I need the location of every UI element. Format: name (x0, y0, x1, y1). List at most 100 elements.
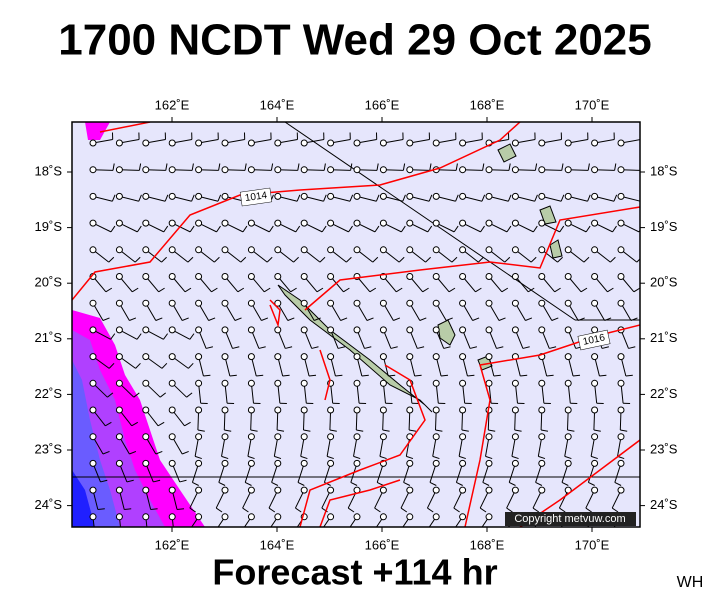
barb-feather (585, 507, 592, 513)
barb-station (617, 433, 625, 441)
barb-station (379, 513, 387, 521)
barb-feather (134, 256, 141, 263)
barb-station (591, 219, 599, 227)
barb-station (406, 353, 414, 361)
barb-station (247, 326, 255, 334)
isobar (99, 122, 151, 133)
barb-feather (189, 507, 196, 513)
map-frame (71, 121, 641, 528)
barb-station (168, 379, 176, 387)
barb-station (379, 433, 387, 441)
barb-feather (205, 346, 214, 349)
barb-feather (610, 533, 615, 538)
barb-station (89, 513, 97, 521)
barb-station (300, 326, 308, 334)
barb-feather (105, 421, 112, 427)
barb-station (168, 246, 176, 254)
barb-station (538, 433, 546, 441)
barb-station (564, 273, 572, 280)
barb-station (274, 406, 282, 414)
barb-station (300, 273, 308, 280)
barb-feather (376, 163, 379, 171)
barb-feather (560, 194, 565, 202)
barb-feather (614, 481, 622, 486)
barb-feather (192, 481, 199, 486)
barb-station (406, 513, 414, 521)
barb-feather (138, 163, 142, 171)
barb-station (353, 246, 361, 254)
barb-station (247, 513, 255, 521)
barb-feather (428, 194, 433, 202)
barb-station (274, 513, 282, 521)
barb-station (353, 219, 361, 227)
barb-station (195, 246, 203, 254)
island (497, 143, 517, 163)
barb-feather (215, 507, 223, 513)
barb-feather (214, 256, 220, 263)
barb-station (564, 299, 572, 307)
barb-feather (337, 346, 346, 349)
barb-feather (611, 507, 619, 513)
barb-station (142, 379, 150, 387)
barb-feather (425, 533, 430, 538)
barb-feather (508, 163, 511, 171)
barb-feather (541, 429, 549, 432)
barb-station (379, 406, 387, 414)
barb-feather (296, 194, 301, 202)
barb-feather (607, 287, 614, 293)
barb-station (564, 192, 572, 200)
barb-feather (295, 225, 301, 233)
barb-feather (588, 481, 595, 486)
barb-feather (268, 507, 276, 513)
barb-station (300, 379, 308, 387)
barb-feather (244, 163, 247, 171)
barb-station (591, 192, 599, 200)
barb-station (459, 459, 467, 467)
barb-feather (443, 346, 451, 349)
barb-station (142, 219, 150, 227)
barb-feather (242, 225, 248, 233)
barb-station (353, 433, 361, 441)
barb-feather (639, 200, 640, 202)
barb-feather (188, 362, 194, 369)
barb-feather (482, 481, 490, 486)
barb-feather (440, 374, 449, 377)
barb-station (247, 379, 255, 387)
barb-station (591, 326, 599, 334)
barb-feather (593, 429, 601, 432)
barb-feather (538, 455, 546, 460)
barb-feather (580, 287, 588, 293)
lat-label: 22˚S (35, 386, 63, 401)
barb-feather (164, 194, 169, 202)
barb-station (379, 486, 387, 494)
barb-station (406, 326, 414, 334)
barb-station (300, 219, 308, 227)
barb-feather (211, 287, 218, 293)
barb-feather (105, 287, 113, 293)
barb-feather (527, 287, 535, 293)
barb-station (538, 299, 546, 307)
barb-feather (628, 346, 636, 349)
barb-station (327, 433, 335, 441)
barb-station (327, 166, 335, 174)
sea-background (72, 122, 640, 527)
barb-feather (572, 374, 581, 377)
barb-feather (266, 256, 273, 263)
barb-feather (256, 374, 264, 377)
barb-feather (189, 333, 195, 340)
lat-label: 18˚S (35, 163, 63, 178)
barb-feather (138, 194, 142, 202)
barb-station (168, 192, 176, 200)
isobar (269, 299, 281, 328)
barb-station (511, 219, 519, 227)
barb-station (511, 486, 519, 494)
barb-feather (285, 346, 293, 349)
barb-feather (218, 481, 226, 486)
barb-station (459, 353, 467, 361)
barb-station (89, 299, 97, 307)
barb-station (459, 379, 467, 387)
barb-feather (641, 164, 642, 171)
barb-feather (182, 450, 189, 455)
barb-station (300, 406, 308, 414)
barb-feather (161, 362, 168, 369)
